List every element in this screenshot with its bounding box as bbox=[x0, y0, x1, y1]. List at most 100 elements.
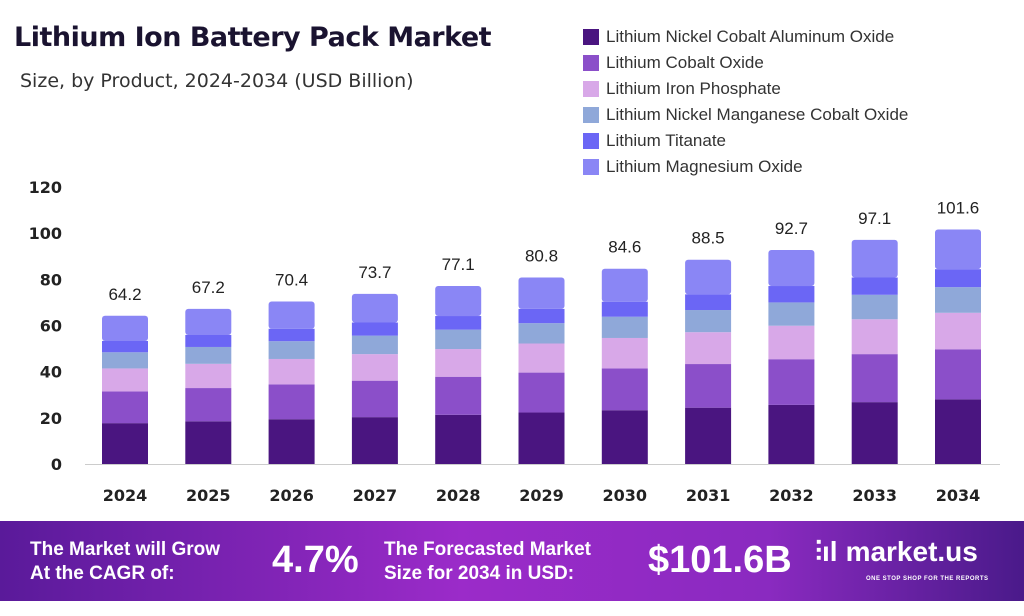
bar-segment bbox=[102, 352, 148, 369]
bar-segment bbox=[768, 250, 815, 287]
x-tick-label: 2028 bbox=[436, 486, 481, 505]
y-tick-label: 80 bbox=[40, 270, 62, 289]
bar-segment bbox=[102, 315, 148, 341]
bar-total-label: 64.2 bbox=[108, 285, 141, 304]
legend-item: Lithium Titanate bbox=[583, 128, 908, 154]
logo-tagline: ONE STOP SHOP FOR THE REPORTS bbox=[866, 576, 989, 582]
x-tick-label: 2029 bbox=[519, 486, 564, 505]
bar-segment bbox=[851, 277, 898, 295]
x-tick-label: 2024 bbox=[103, 486, 148, 505]
bar-segment bbox=[268, 384, 315, 420]
y-tick-label: 20 bbox=[40, 409, 62, 428]
x-tick-label: 2031 bbox=[686, 486, 731, 505]
legend-label: Lithium Titanate bbox=[606, 131, 727, 150]
legend-label: Lithium Iron Phosphate bbox=[606, 79, 781, 98]
bar-segment bbox=[601, 368, 648, 411]
bar-segment bbox=[268, 301, 315, 329]
forecast-label-line2: Size for 2034 in USD: bbox=[384, 563, 575, 584]
x-tick-label: 2032 bbox=[769, 486, 814, 505]
logo-text: market.us bbox=[845, 536, 978, 567]
bar-segment bbox=[268, 358, 315, 385]
x-tick-label: 2033 bbox=[852, 486, 897, 505]
cagr-label-line2: At the CAGR of: bbox=[30, 563, 175, 584]
bar-segment bbox=[102, 368, 148, 392]
bar-segment bbox=[685, 407, 732, 464]
bar-segment bbox=[268, 419, 315, 464]
footer-banner: The Market will Grow At the CAGR of: 4.7%… bbox=[0, 521, 1024, 601]
bar-segment bbox=[768, 302, 815, 326]
y-tick-label: 60 bbox=[40, 317, 62, 336]
bar-total-label: 84.6 bbox=[608, 238, 641, 257]
cagr-label-line1: The Market will Grow bbox=[30, 539, 221, 560]
bar-segment bbox=[435, 329, 482, 350]
y-tick-label: 0 bbox=[51, 455, 62, 474]
bar-segment bbox=[435, 376, 482, 415]
bar-segment bbox=[351, 380, 398, 418]
bar-segment bbox=[268, 328, 315, 342]
bar-total-label: 92.7 bbox=[775, 219, 808, 238]
bar-segment bbox=[185, 334, 232, 347]
bar-total-label: 77.1 bbox=[442, 255, 475, 274]
bar-segment bbox=[601, 316, 648, 338]
bar-segment bbox=[851, 294, 898, 320]
y-tick-label: 120 bbox=[29, 178, 62, 197]
x-tick-label: 2034 bbox=[936, 486, 981, 505]
bar-total-label: 80.8 bbox=[525, 246, 558, 265]
bar-segment bbox=[351, 293, 398, 323]
legend-item: Lithium Cobalt Oxide bbox=[583, 50, 908, 76]
bar-segment bbox=[935, 269, 981, 288]
legend: Lithium Nickel Cobalt Aluminum Oxide Lith… bbox=[583, 24, 908, 180]
legend-swatch bbox=[583, 159, 599, 175]
legend-label: Lithium Cobalt Oxide bbox=[606, 53, 764, 72]
legend-item: Lithium Iron Phosphate bbox=[583, 76, 908, 102]
bar-segment bbox=[685, 294, 732, 311]
bar-segment bbox=[518, 343, 565, 373]
legend-item: Lithium Nickel Manganese Cobalt Oxide bbox=[583, 102, 908, 128]
forecast-label-line1: The Forecasted Market bbox=[384, 539, 591, 560]
bar-segment bbox=[351, 417, 398, 464]
bar-segment bbox=[351, 335, 398, 355]
bar-segment bbox=[518, 412, 565, 464]
bar-segment bbox=[685, 259, 732, 295]
bar-segment bbox=[851, 402, 898, 464]
legend-swatch bbox=[583, 55, 599, 71]
bar-segment bbox=[935, 287, 981, 313]
x-tick-label: 2026 bbox=[269, 486, 314, 505]
y-tick-label: 100 bbox=[29, 224, 62, 243]
x-tick-label: 2027 bbox=[353, 486, 398, 505]
chart-title: Lithium Ion Battery Pack Market bbox=[14, 22, 492, 53]
bar-segment bbox=[768, 359, 815, 405]
bar-segment bbox=[185, 388, 232, 422]
bar-segment bbox=[351, 354, 398, 381]
logo-mark-icon: ⫶ıl bbox=[815, 536, 838, 567]
legend-label: Lithium Nickel Manganese Cobalt Oxide bbox=[606, 105, 909, 124]
bar-segment bbox=[935, 229, 981, 270]
bar-segment bbox=[351, 322, 398, 336]
legend-item: Lithium Magnesium Oxide bbox=[583, 154, 908, 180]
legend-swatch bbox=[583, 107, 599, 123]
bar-total-label: 67.2 bbox=[192, 278, 225, 297]
bar-segment bbox=[685, 310, 732, 333]
cagr-label: The Market will Grow At the CAGR of: bbox=[30, 538, 220, 586]
bar-segment bbox=[768, 325, 815, 360]
bar-segment bbox=[102, 423, 148, 464]
bar-segment bbox=[851, 239, 898, 278]
bar-segment bbox=[768, 404, 815, 464]
legend-swatch bbox=[583, 29, 599, 45]
x-tick-label: 2025 bbox=[186, 486, 231, 505]
bar-segment bbox=[518, 308, 565, 324]
bar-total-label: 97.1 bbox=[858, 209, 891, 228]
bar-segment bbox=[185, 308, 232, 335]
chart-subtitle: Size, by Product, 2024-2034 (USD Billion… bbox=[20, 70, 414, 92]
stacked-bar-chart: 0 20 40 60 80 100 120 64.2 2024 67.2 2025 70.4 2026 7… bbox=[29, 178, 1000, 505]
bar-segment bbox=[435, 316, 482, 330]
bar-segment bbox=[935, 399, 981, 464]
bar-segment bbox=[518, 372, 565, 413]
bar-segment bbox=[435, 286, 482, 317]
bar-segment bbox=[935, 312, 981, 350]
bar-segment bbox=[102, 340, 148, 353]
legend-label: Lithium Magnesium Oxide bbox=[606, 157, 803, 176]
bar-segment bbox=[601, 301, 648, 317]
bar-segment bbox=[768, 286, 815, 303]
bar-segment bbox=[601, 337, 648, 369]
